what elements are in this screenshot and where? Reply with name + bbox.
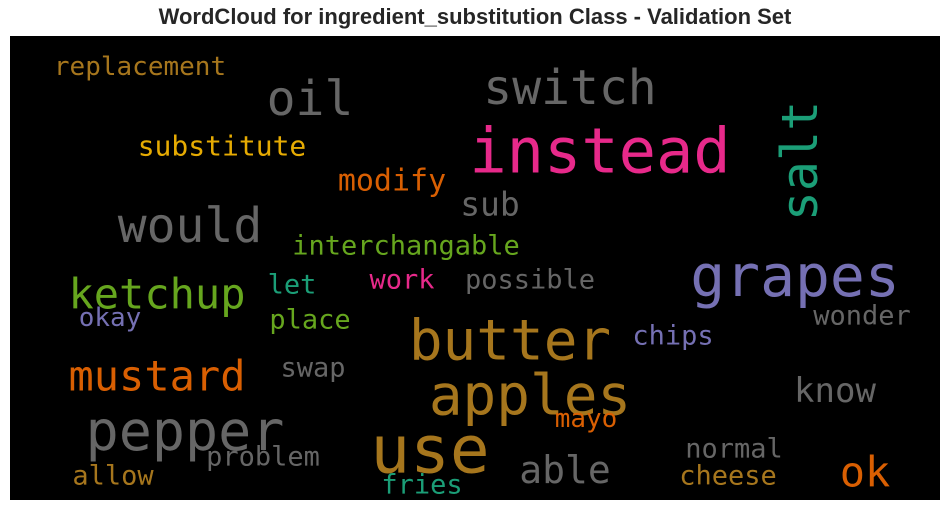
word-possible: possible bbox=[465, 265, 595, 296]
word-butter: butter bbox=[409, 309, 611, 374]
word-wonder: wonder bbox=[813, 301, 911, 332]
word-interchangable: interchangable bbox=[292, 231, 520, 262]
word-replacement: replacement bbox=[54, 52, 226, 82]
wordcloud-canvas: instead use butter apples grapes pepper salt sw… bbox=[10, 36, 940, 500]
word-allow: allow bbox=[72, 461, 154, 492]
word-grapes: grapes bbox=[690, 242, 900, 310]
chart-title: WordCloud for ingredient_substitution Cl… bbox=[158, 4, 792, 29]
word-instead: instead bbox=[469, 115, 730, 188]
word-use: use bbox=[370, 412, 489, 489]
word-place: place bbox=[269, 305, 350, 336]
word-sub: sub bbox=[460, 185, 520, 224]
word-salt: salt bbox=[771, 101, 829, 221]
word-modify: modify bbox=[338, 164, 446, 199]
word-mayo: mayo bbox=[555, 404, 618, 434]
word-oil: oil bbox=[267, 71, 354, 127]
word-know: know bbox=[794, 371, 876, 411]
word-mustard: mustard bbox=[68, 352, 245, 401]
word-cheese: cheese bbox=[679, 461, 777, 492]
word-would: would bbox=[118, 198, 263, 254]
word-able: able bbox=[519, 448, 611, 492]
word-let: let bbox=[268, 270, 317, 301]
word-normal: normal bbox=[685, 434, 783, 465]
word-chips: chips bbox=[632, 321, 713, 352]
word-apples: apples bbox=[429, 364, 631, 429]
word-pepper: pepper bbox=[86, 399, 285, 463]
word-ketchup: ketchup bbox=[68, 270, 245, 319]
word-work: work bbox=[369, 265, 434, 296]
word-okay: okay bbox=[79, 303, 142, 333]
word-problem: problem bbox=[206, 442, 320, 473]
word-switch: switch bbox=[483, 60, 656, 116]
word-substitute: substitute bbox=[138, 130, 307, 163]
word-fries: fries bbox=[381, 470, 462, 501]
word-swap: swap bbox=[280, 353, 345, 384]
word-ok: ok bbox=[840, 448, 891, 497]
